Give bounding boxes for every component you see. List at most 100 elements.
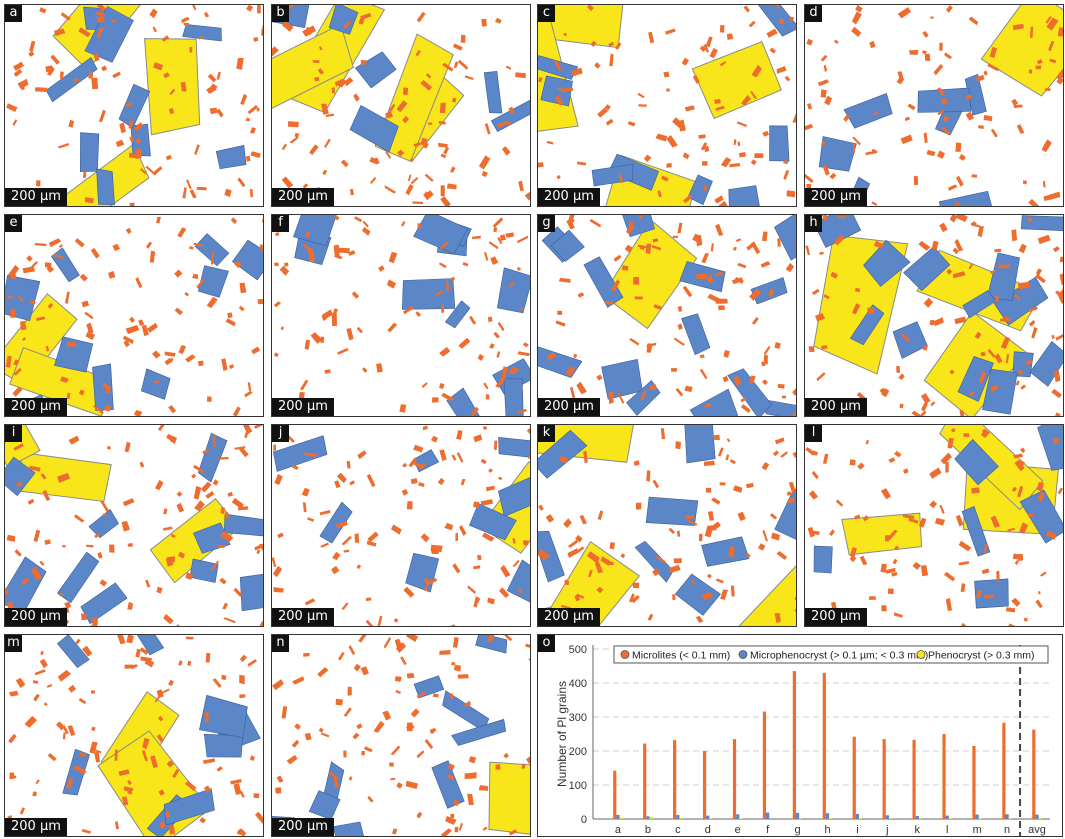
microlite-grain bbox=[78, 389, 85, 396]
micrograph-panel-f: f 200 µm bbox=[271, 214, 531, 417]
microlite-grain bbox=[740, 397, 747, 403]
microlite-grain bbox=[983, 70, 988, 76]
microlite-grain bbox=[557, 310, 563, 315]
microlite-grain bbox=[228, 364, 235, 370]
microlite-grain bbox=[636, 502, 642, 510]
microphenocryst-grain bbox=[56, 635, 90, 669]
microlite-grain bbox=[713, 521, 721, 529]
microlite-grain bbox=[100, 500, 109, 513]
microlite-grain bbox=[153, 166, 163, 175]
microlite-grain bbox=[412, 201, 424, 204]
microlite-grain bbox=[953, 271, 966, 279]
bar-e-series-0 bbox=[732, 739, 737, 819]
microlite-grain bbox=[754, 153, 764, 159]
microlite-grain bbox=[594, 62, 601, 69]
microlite-grain bbox=[677, 222, 683, 234]
microlite-grain bbox=[489, 343, 495, 349]
microlite-grain bbox=[36, 180, 41, 187]
microlite-grain bbox=[857, 462, 865, 470]
bar-h-series-1 bbox=[825, 813, 830, 819]
microlite-grain bbox=[1028, 319, 1036, 327]
microlite-grain bbox=[343, 20, 352, 29]
microlite-grain bbox=[896, 366, 901, 373]
microlite-grain bbox=[462, 262, 469, 267]
microlite-grain bbox=[983, 114, 993, 122]
microlite-grain bbox=[90, 247, 100, 259]
microlite-grain bbox=[942, 115, 950, 123]
microlite-grain bbox=[92, 618, 98, 626]
microlite-grain bbox=[128, 152, 137, 159]
microphenocryst-grain bbox=[538, 346, 583, 378]
microlite-grain bbox=[441, 392, 455, 402]
microlite-grain bbox=[386, 279, 397, 289]
microlite-grain bbox=[806, 38, 813, 46]
x-tick-label: c bbox=[675, 824, 681, 836]
bar-j-series-1 bbox=[885, 815, 889, 819]
microlite-grain bbox=[710, 243, 714, 252]
microlite-grain bbox=[168, 107, 175, 115]
microlite-grain bbox=[480, 458, 487, 465]
scale-bar: 200 µm bbox=[272, 188, 334, 206]
microlite-grain bbox=[717, 447, 724, 457]
microlite-grain bbox=[609, 53, 614, 67]
microlite-grain bbox=[157, 715, 164, 722]
microlite-grain bbox=[1042, 181, 1046, 188]
microlite-grain bbox=[200, 481, 212, 493]
microlite-grain bbox=[451, 454, 457, 461]
microlite-grain bbox=[631, 595, 640, 604]
microlite-grain bbox=[312, 60, 320, 63]
bar-i-series-1 bbox=[855, 813, 860, 819]
microlite-grain bbox=[93, 748, 102, 754]
microlite-grain bbox=[362, 226, 371, 236]
microlite-grain bbox=[193, 242, 203, 247]
microlite-grain bbox=[274, 352, 279, 357]
microlite-grain bbox=[989, 46, 997, 59]
microlite-grain bbox=[497, 321, 505, 332]
microlite-grain bbox=[250, 151, 261, 158]
microlite-grain bbox=[1044, 88, 1051, 91]
microlite-grain bbox=[119, 122, 126, 134]
microlite-grain bbox=[1025, 359, 1033, 366]
microlite-grain bbox=[1002, 315, 1010, 323]
microlite-grain bbox=[13, 61, 24, 71]
microlite-grain bbox=[481, 171, 488, 178]
microlite-grain bbox=[745, 552, 751, 558]
microlite-grain bbox=[477, 555, 482, 561]
microlite-grain bbox=[353, 663, 361, 672]
microlite-grain bbox=[301, 487, 310, 497]
microlite-grain bbox=[808, 346, 815, 353]
microlite-grain bbox=[13, 367, 22, 376]
microlite-grain bbox=[907, 103, 916, 111]
scale-bar: 200 µm bbox=[272, 398, 334, 416]
x-tick-label: a bbox=[615, 824, 622, 836]
microlite-grain bbox=[430, 544, 443, 553]
y-axis-label: Number of Pl grains bbox=[555, 681, 569, 787]
microlite-grain bbox=[969, 390, 975, 396]
microlite-grain bbox=[774, 437, 785, 445]
microlite-grain bbox=[254, 543, 263, 551]
microlite-grain bbox=[996, 570, 1000, 581]
microlite-grain bbox=[441, 304, 445, 313]
microphenocryst-grain bbox=[964, 73, 987, 116]
microlite-grain bbox=[154, 479, 164, 491]
microlite-grain bbox=[1051, 388, 1062, 399]
grain-map bbox=[272, 635, 530, 836]
microlite-grain bbox=[1041, 139, 1052, 153]
microlite-grain bbox=[88, 72, 94, 79]
panel-label: a bbox=[5, 5, 22, 22]
microlite-grain bbox=[64, 601, 72, 609]
microlite-grain bbox=[865, 150, 878, 156]
microlite-grain bbox=[1028, 69, 1033, 74]
microphenocryst-grain bbox=[645, 496, 699, 526]
microlite-grain bbox=[600, 556, 611, 566]
microlite-grain bbox=[1057, 27, 1063, 37]
microlite-grain bbox=[196, 186, 207, 191]
microlite-grain bbox=[731, 277, 744, 285]
microlite-grain bbox=[276, 775, 284, 783]
microphenocryst-grain bbox=[194, 233, 230, 267]
microlite-grain bbox=[685, 515, 695, 519]
microlite-grain bbox=[457, 674, 469, 679]
microlite-grain bbox=[1036, 59, 1043, 65]
microlite-grain bbox=[91, 77, 99, 90]
microlite-grain bbox=[314, 77, 320, 82]
